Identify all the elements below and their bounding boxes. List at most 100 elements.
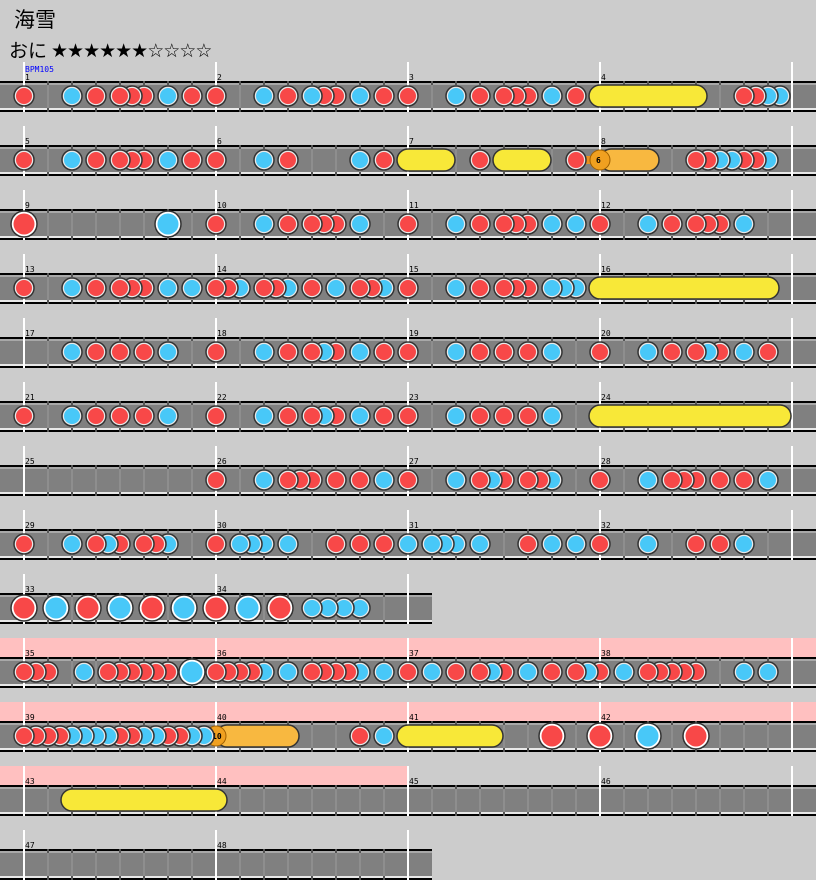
balloon-count: 6 bbox=[596, 156, 601, 165]
beat-tick bbox=[743, 721, 745, 725]
don-note bbox=[181, 85, 203, 107]
beat-tick bbox=[359, 593, 361, 597]
beat-tick bbox=[47, 785, 49, 789]
beat-line bbox=[311, 725, 313, 748]
beat-tick bbox=[71, 785, 73, 789]
beat-tick bbox=[743, 236, 745, 240]
ka-note bbox=[157, 277, 179, 299]
beat-tick bbox=[695, 81, 697, 85]
beat-tick bbox=[527, 364, 529, 368]
beat-tick bbox=[743, 684, 745, 688]
beat-tick bbox=[71, 529, 73, 533]
don-note bbox=[685, 149, 707, 171]
beat-tick bbox=[647, 785, 649, 789]
beat-tick bbox=[71, 556, 73, 560]
note-face bbox=[141, 597, 163, 619]
note-face bbox=[472, 408, 488, 424]
don-note bbox=[565, 149, 587, 171]
beat-tick bbox=[47, 172, 49, 176]
note-face bbox=[16, 152, 32, 168]
beat-tick bbox=[119, 785, 121, 789]
beat-tick bbox=[287, 849, 289, 853]
beat-tick bbox=[191, 428, 193, 432]
note-face bbox=[664, 216, 680, 232]
beat-tick bbox=[671, 721, 673, 725]
measure-number: 36 bbox=[217, 649, 227, 658]
beat-tick bbox=[383, 684, 385, 688]
beat-tick bbox=[671, 684, 673, 688]
ka-note bbox=[325, 277, 347, 299]
beat-tick bbox=[287, 812, 289, 816]
beat-tick bbox=[119, 236, 121, 240]
beat-line bbox=[167, 469, 169, 492]
beat-line bbox=[743, 725, 745, 748]
note-face bbox=[496, 216, 512, 232]
beat-tick bbox=[767, 209, 769, 213]
barline bbox=[407, 830, 409, 880]
beat-tick bbox=[575, 492, 577, 496]
beat-tick bbox=[719, 337, 721, 341]
beat-line bbox=[719, 85, 721, 108]
beat-tick bbox=[455, 108, 457, 112]
beat-tick bbox=[95, 529, 97, 533]
beat-tick bbox=[383, 209, 385, 213]
don-note bbox=[517, 533, 539, 555]
ka-note bbox=[637, 533, 659, 555]
beat-line bbox=[143, 213, 145, 236]
beat-tick bbox=[287, 785, 289, 789]
beat-tick bbox=[167, 785, 169, 789]
beat-tick bbox=[575, 785, 577, 789]
beat-tick bbox=[167, 620, 169, 624]
note-face bbox=[496, 408, 512, 424]
beat-tick bbox=[311, 145, 313, 149]
measure-number: 9 bbox=[25, 201, 30, 210]
beat-tick bbox=[503, 401, 505, 405]
beat-tick bbox=[647, 556, 649, 560]
beat-tick bbox=[767, 684, 769, 688]
beat-tick bbox=[287, 428, 289, 432]
beat-line bbox=[503, 725, 505, 748]
beat-tick bbox=[239, 492, 241, 496]
don-note bbox=[397, 277, 419, 299]
beat-tick bbox=[143, 300, 145, 304]
beat-tick bbox=[623, 273, 625, 277]
beat-tick bbox=[623, 748, 625, 752]
beat-tick bbox=[311, 337, 313, 341]
beat-line bbox=[191, 853, 193, 876]
beat-tick bbox=[479, 337, 481, 341]
note-face bbox=[88, 536, 104, 552]
beat-tick bbox=[647, 172, 649, 176]
beat-tick bbox=[575, 172, 577, 176]
don-note bbox=[205, 661, 227, 683]
beat-tick bbox=[695, 556, 697, 560]
beat-tick bbox=[119, 721, 121, 725]
ka-note bbox=[445, 277, 467, 299]
note-face bbox=[376, 728, 392, 744]
note-face bbox=[352, 408, 368, 424]
beat-line bbox=[431, 85, 433, 108]
don-note bbox=[373, 85, 395, 107]
beat-tick bbox=[767, 81, 769, 85]
don-note bbox=[589, 341, 611, 363]
beat-line bbox=[191, 405, 193, 428]
note-face bbox=[280, 344, 296, 360]
ka-note bbox=[517, 661, 539, 683]
difficulty-label: おに bbox=[9, 40, 48, 62]
note-face bbox=[352, 216, 368, 232]
note-face bbox=[320, 600, 336, 616]
beat-tick bbox=[671, 657, 673, 661]
beat-tick bbox=[575, 556, 577, 560]
beat-tick bbox=[383, 492, 385, 496]
beat-tick bbox=[47, 209, 49, 213]
beat-tick bbox=[383, 428, 385, 432]
beat-tick bbox=[575, 721, 577, 725]
note-face bbox=[736, 536, 752, 552]
measure-number: 6 bbox=[217, 137, 222, 146]
don-note bbox=[685, 213, 707, 235]
difficulty: おに ★★★★★★☆☆☆☆ bbox=[9, 36, 212, 63]
beat-tick bbox=[383, 465, 385, 469]
gogo-band bbox=[0, 638, 216, 657]
ka-note bbox=[373, 661, 395, 683]
don-note bbox=[85, 405, 107, 427]
beat-tick bbox=[695, 492, 697, 496]
